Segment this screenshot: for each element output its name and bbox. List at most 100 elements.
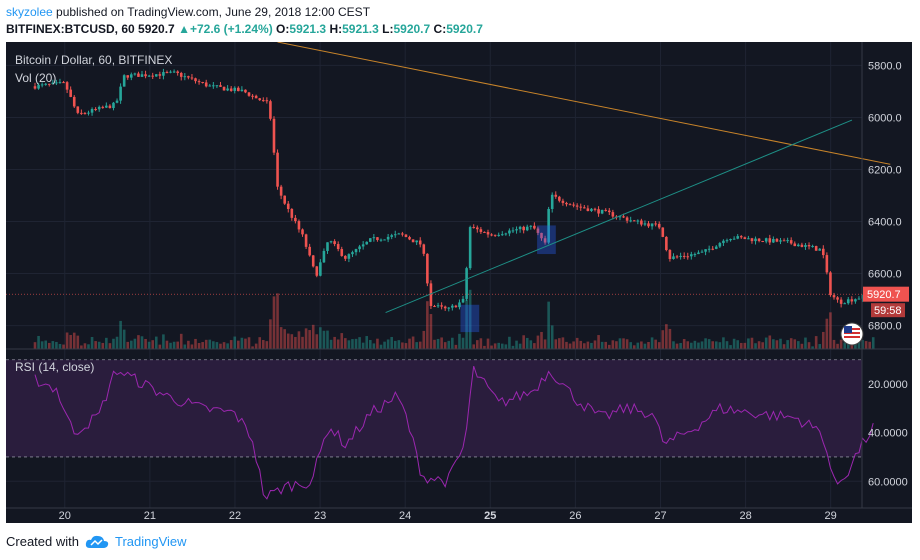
volume-bar bbox=[597, 335, 600, 349]
highlight-box[interactable] bbox=[537, 225, 556, 255]
volume-bar bbox=[832, 339, 836, 349]
volume-bar bbox=[272, 296, 276, 349]
rsi-tick-label: 20.0000 bbox=[868, 379, 908, 391]
volume-bar bbox=[379, 344, 383, 349]
volume-bar bbox=[261, 340, 265, 349]
volume-bar bbox=[162, 334, 165, 349]
volume-bar bbox=[518, 343, 522, 349]
candle-body bbox=[322, 250, 326, 263]
volume-bar bbox=[764, 337, 768, 349]
tradingview-link[interactable]: TradingView bbox=[114, 534, 187, 549]
volume-bar bbox=[358, 337, 361, 349]
volume-bar bbox=[187, 340, 190, 349]
volume-bar bbox=[590, 342, 593, 349]
candle-body bbox=[797, 244, 800, 247]
volume-bar bbox=[83, 343, 87, 349]
volume-bar bbox=[472, 344, 476, 349]
candle-body bbox=[94, 108, 97, 110]
candle-body bbox=[272, 118, 276, 153]
candle-body bbox=[179, 72, 183, 77]
trendline-descending[interactable] bbox=[277, 41, 891, 165]
candle-body bbox=[586, 208, 590, 211]
volume-bar bbox=[814, 336, 818, 349]
candle-body bbox=[629, 220, 632, 222]
time-tick-label: 23 bbox=[314, 510, 326, 522]
candle-body bbox=[126, 75, 130, 78]
candle-body bbox=[183, 76, 187, 78]
candle-body bbox=[315, 266, 319, 276]
time-tick-label: 21 bbox=[144, 510, 156, 522]
volume-bar bbox=[561, 337, 565, 349]
candle-body bbox=[458, 302, 461, 308]
candle-body bbox=[515, 229, 518, 231]
volume-bar bbox=[725, 341, 729, 349]
candle-body bbox=[55, 82, 58, 84]
volume-bar bbox=[69, 334, 72, 349]
candle-body bbox=[229, 88, 233, 91]
volume-bar bbox=[140, 336, 144, 349]
candle-body bbox=[190, 77, 194, 79]
volume-bar bbox=[229, 340, 233, 349]
candle-body bbox=[832, 295, 836, 298]
chart-area[interactable]: 6800.0 6600.0 6400.0 6200.0 6000.0 5800.0 60.… bbox=[6, 41, 912, 523]
candle-body bbox=[65, 82, 69, 90]
candle-body bbox=[290, 208, 294, 218]
cloud-logo-icon[interactable] bbox=[85, 535, 109, 549]
candle-body bbox=[115, 100, 119, 103]
volume-bar bbox=[415, 342, 418, 349]
volume-bar bbox=[315, 334, 319, 349]
chart-svg[interactable]: 6800.0 6600.0 6400.0 6200.0 6000.0 5800.0 60.… bbox=[6, 41, 912, 523]
candle-body bbox=[789, 240, 793, 244]
candle-body bbox=[625, 217, 629, 221]
candle-body bbox=[661, 227, 665, 237]
open-label: O: bbox=[276, 22, 290, 36]
trendline-ascending[interactable] bbox=[385, 119, 853, 314]
volume-bar bbox=[693, 340, 697, 349]
volume-bar bbox=[668, 328, 672, 349]
volume-bar bbox=[579, 340, 583, 349]
candle-body bbox=[261, 100, 265, 102]
volume-bar bbox=[158, 344, 162, 349]
volume-bar bbox=[768, 335, 772, 349]
candle-body bbox=[811, 246, 814, 248]
candle-body bbox=[119, 86, 122, 101]
price-scale[interactable]: 6800.0 6600.0 6400.0 6200.0 6000.0 5800.0 bbox=[868, 60, 902, 332]
rsi-scale[interactable]: 60.0000 40.0000 20.0000 bbox=[868, 379, 908, 488]
candle-body bbox=[593, 208, 597, 210]
flag-icon[interactable] bbox=[840, 322, 864, 346]
candle-body bbox=[154, 74, 158, 77]
volume-bar bbox=[119, 320, 122, 349]
volume-bar bbox=[154, 336, 158, 349]
time-scale[interactable]: 20 21 22 23 24 25 26 27 28 29 bbox=[59, 510, 837, 522]
author-link[interactable]: skyzolee bbox=[6, 5, 53, 19]
volume-bar bbox=[522, 335, 525, 349]
volume-bars bbox=[33, 289, 875, 349]
volume-bar bbox=[55, 341, 58, 349]
trendlines[interactable] bbox=[277, 41, 891, 333]
candle-body bbox=[76, 106, 80, 113]
volume-bar bbox=[775, 340, 779, 349]
candle-body bbox=[647, 223, 650, 227]
volume-bar bbox=[194, 338, 197, 349]
volume-bar bbox=[836, 343, 839, 349]
volume-bar bbox=[497, 342, 501, 349]
volume-bar bbox=[336, 339, 340, 349]
candle-body bbox=[732, 238, 736, 240]
volume-bar bbox=[76, 335, 80, 349]
volume-bar bbox=[144, 338, 147, 349]
volume-bar bbox=[465, 299, 468, 349]
candle-body bbox=[219, 85, 222, 87]
candle-body bbox=[165, 72, 169, 74]
candle-body bbox=[736, 236, 739, 239]
volume-bar bbox=[201, 342, 204, 349]
candle-body bbox=[358, 246, 361, 250]
candle-body bbox=[40, 84, 44, 86]
candle-body bbox=[493, 234, 497, 236]
volume-bar bbox=[761, 342, 764, 349]
volume-bar bbox=[340, 333, 344, 349]
highlight-box[interactable] bbox=[460, 304, 480, 333]
candle-body bbox=[158, 74, 162, 76]
candle-body bbox=[804, 245, 807, 247]
volume-bar bbox=[137, 335, 140, 349]
volume-bar bbox=[190, 344, 194, 349]
